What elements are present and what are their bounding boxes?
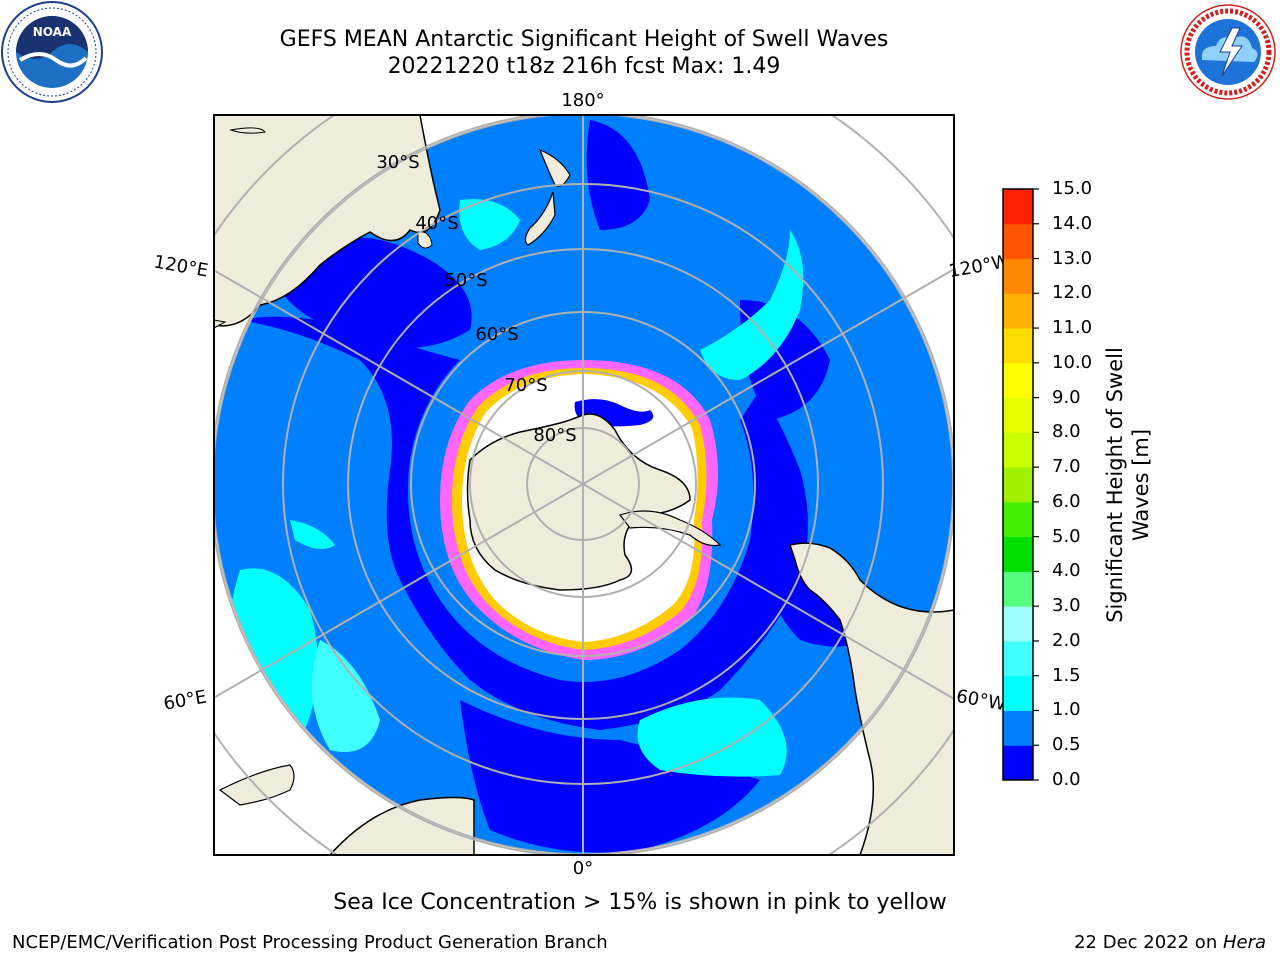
map-frame [213,114,955,856]
map-area [214,115,954,855]
colorbar-tick-label: 0.0 [1052,769,1081,790]
colorbar-frame [1002,188,1034,781]
colorbar-segment [1003,501,1033,538]
nws-logo [1180,4,1276,100]
lat-label-40s: 40°S [415,213,458,234]
colorbar-segment [1003,293,1033,329]
colorbar-tick-label: 12.0 [1052,282,1093,304]
lat-label-70s: 70°S [504,375,547,396]
antarctica-continent [466,413,691,591]
colorbar-tick-label: 14.0 [1052,212,1093,234]
noaa-logo-text: NOAA [33,25,72,39]
lat-label-30s: 30°S [376,152,419,173]
chart-title-line2: 20221220 t18z 216h fcst Max: 1.49 [387,54,781,79]
colorbar-tick-label: 2.0 [1052,629,1081,651]
colorbar-segment [1003,223,1033,260]
footer-date-text: 22 Dec 2022 on [1074,932,1223,953]
chart-title-line1: GEFS MEAN Antarctic Significant Height o… [279,27,889,52]
lon-label-120w: 120°W [947,251,1011,282]
lat-label-80s: 80°S [533,425,576,446]
colorbar-segment [1003,362,1033,399]
colorbar-tick-label: 11.0 [1052,317,1093,339]
lon-label-0: 0° [573,858,593,879]
colorbar-title-line2: Waves [m] [1129,428,1153,542]
colorbar-segment [1003,432,1033,468]
footer-host: Hera [1222,932,1266,953]
colorbar-segment [1003,745,1033,781]
colorbar-segment [1003,675,1033,711]
colorbar-title-line1: Significant Height of Swell [1103,347,1127,623]
lat-label-60s: 60°S [475,324,518,345]
colorbar-tick-label: 1.0 [1052,699,1081,721]
colorbar-tick-label: 5.0 [1052,525,1081,547]
footer-date: 22 Dec 2022 on Hera [1074,932,1266,953]
noaa-logo: NOAA [1,1,103,103]
colorbar-segment [1003,536,1033,572]
colorbar-tick-label: 0.5 [1052,734,1081,756]
colorbar-segment [1003,571,1033,607]
colorbar-tick-label: 15.0 [1052,178,1093,199]
sea-ice-note: Sea Ice Concentration > 15% is shown in … [333,890,947,915]
colorbar-segment [1003,189,1033,225]
lon-label-60w: 60°W [955,686,1008,715]
colorbar-segment [1003,710,1033,746]
colorbar-tick-label: 4.0 [1052,560,1081,582]
lat-label-50s: 50°S [444,270,487,291]
colorbar-tick-label: 9.0 [1052,386,1081,408]
colorbar-tick-label: 8.0 [1052,421,1081,443]
colorbar-segment [1003,258,1033,294]
land-masses [214,115,954,855]
colorbar-segment [1003,640,1033,677]
colorbar-segment [1003,606,1033,642]
lon-label-120e: 120°E [152,251,210,281]
colorbar [1002,188,1039,781]
colorbar-segment [1003,397,1033,433]
footer-credit: NCEP/EMC/Verification Post Processing Pr… [12,932,608,953]
colorbar-tick-label: 6.0 [1052,490,1081,512]
colorbar-tick-label: 10.0 [1052,351,1093,373]
colorbar-segment [1003,328,1033,364]
lon-label-180: 180° [561,90,604,111]
graticule [214,115,954,855]
colorbar-tick-label: 1.5 [1052,664,1081,686]
colorbar-tick-label: 13.0 [1052,247,1093,269]
colorbar-tick-label: 7.0 [1052,456,1081,478]
colorbar-tick-label: 3.0 [1052,595,1081,617]
lon-label-60e: 60°E [162,686,208,714]
colorbar-segment [1003,467,1033,503]
